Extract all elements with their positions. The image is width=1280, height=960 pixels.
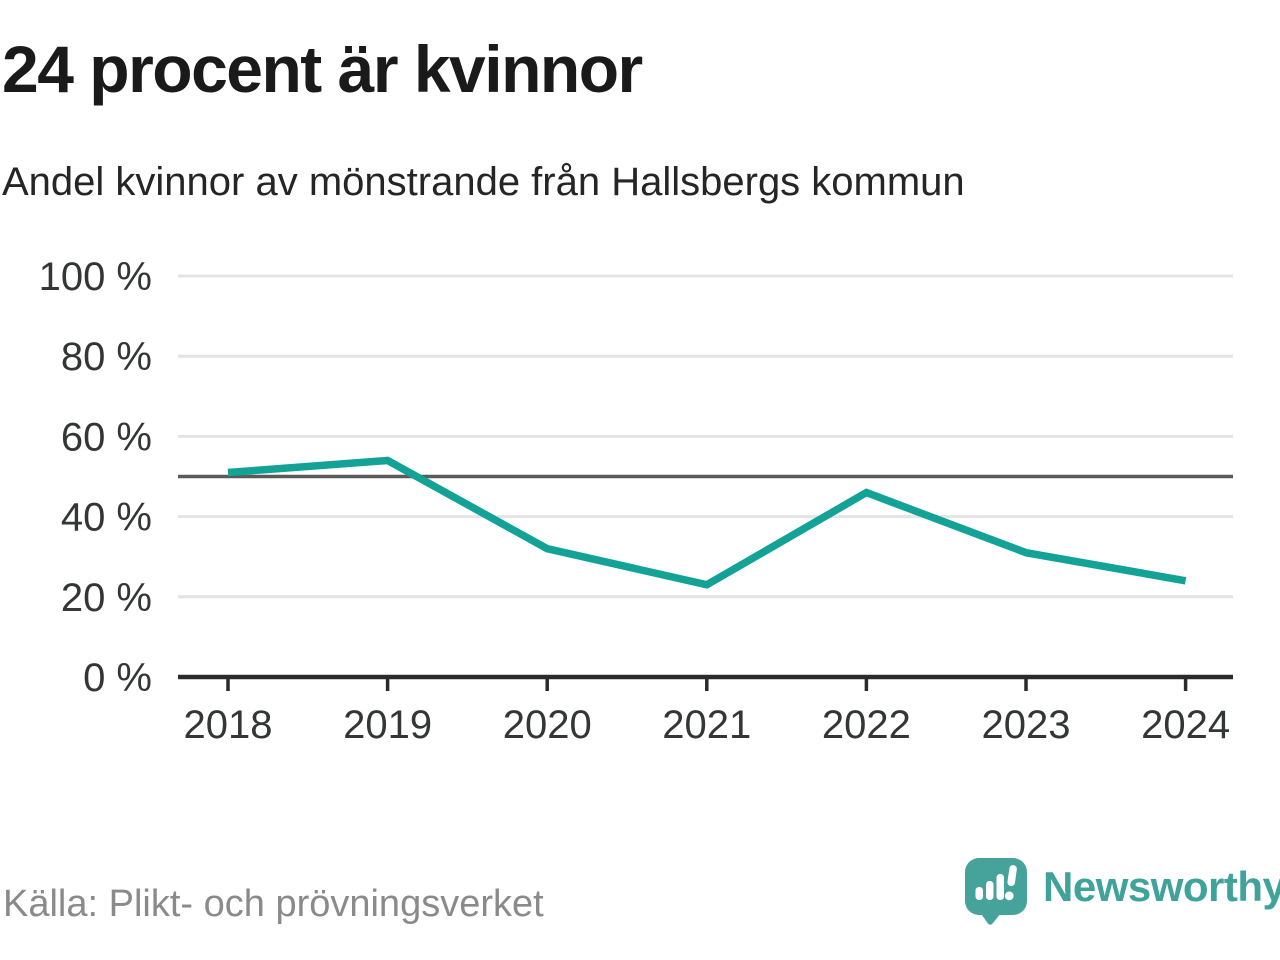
- logo-exclamation: [1004, 865, 1017, 901]
- newsworthy-logo[interactable]: Newsworthy: [963, 856, 1280, 930]
- x-tick-label: 2024: [1141, 703, 1230, 747]
- y-tick-label: 0 %: [83, 656, 152, 700]
- y-tick-label: 40 %: [61, 496, 152, 540]
- x-tick-label: 2019: [343, 703, 432, 747]
- newsworthy-logo-text: Newsworthy: [1043, 863, 1280, 910]
- logo-bar-tall: [996, 874, 1004, 900]
- logo-bar-small: [975, 887, 983, 900]
- x-tick-label: 2023: [982, 703, 1071, 747]
- y-tick-label: 100 %: [39, 255, 152, 299]
- y-tick-label: 80 %: [61, 335, 152, 379]
- data-line-andel-kvinnor: [227, 456, 1187, 589]
- chart-subtitle: Andel kvinnor av mönstrande från Hallsbe…: [2, 160, 965, 204]
- logo-bar-medium: [986, 881, 994, 900]
- y-tick-label: 60 %: [61, 415, 152, 459]
- source-note: Källa: Plikt- och prövningsverket: [3, 883, 544, 925]
- logo-bubble-tail: [977, 908, 1005, 925]
- x-tick-label: 2018: [184, 703, 273, 747]
- x-tick-label: 2020: [503, 703, 592, 747]
- page-title: 24 procent är kvinnor: [2, 32, 643, 106]
- x-tick-label: 2022: [822, 703, 911, 747]
- y-tick-label: 20 %: [61, 576, 152, 620]
- newsworthy-speech-bubble-bar-chart-icon: [965, 858, 1027, 925]
- x-tick-label: 2021: [662, 703, 751, 747]
- logo-bubble: [965, 858, 1027, 915]
